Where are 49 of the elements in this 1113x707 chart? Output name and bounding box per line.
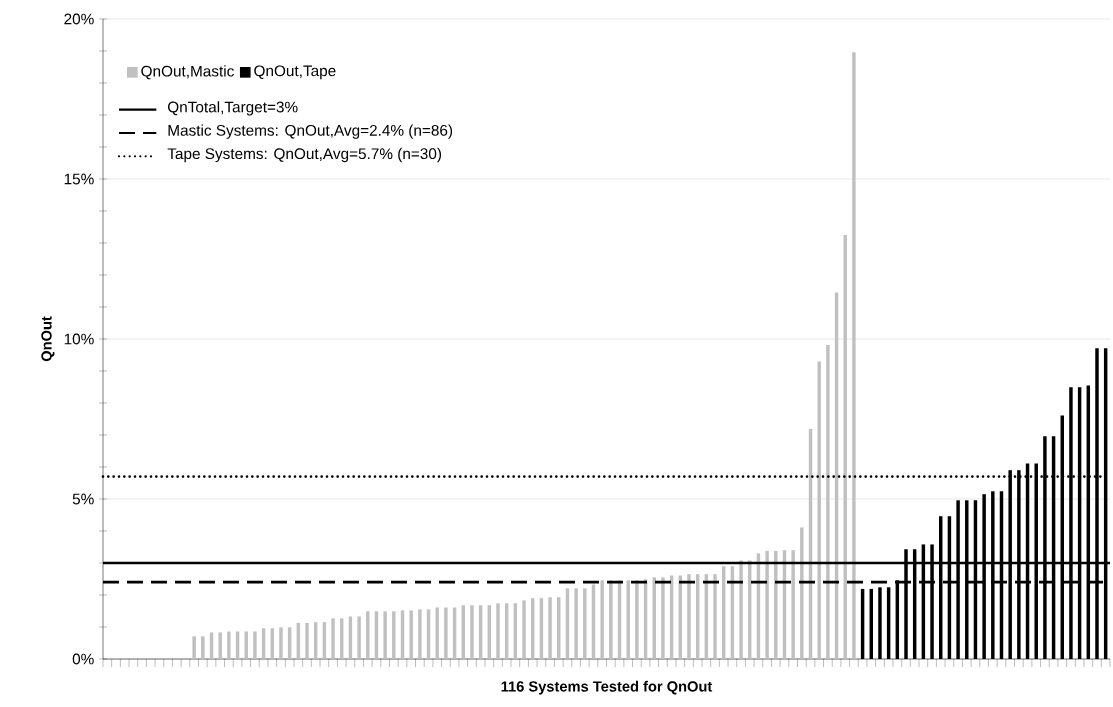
y-tick-label: 0% (72, 653, 94, 665)
bar (409, 610, 413, 659)
bar (852, 52, 856, 659)
bar (583, 588, 587, 659)
legend-label: QnOut,Tape (254, 65, 336, 80)
bar (496, 603, 500, 659)
bar (279, 627, 283, 659)
bar (600, 580, 604, 659)
y-tick-label: 10% (64, 333, 94, 345)
y-axis-title: QnOut (41, 316, 55, 362)
bar (661, 577, 665, 659)
bar (826, 345, 830, 659)
bar (609, 580, 613, 659)
bar (470, 605, 474, 659)
bar (435, 607, 439, 659)
bar (218, 632, 222, 659)
bar (713, 574, 717, 659)
bar (765, 550, 769, 659)
bar (635, 580, 639, 659)
y-tick-label: 15% (64, 173, 94, 185)
bar (800, 527, 804, 659)
bar (253, 631, 257, 659)
bar (366, 611, 370, 659)
bar (791, 550, 795, 659)
bar (574, 588, 578, 659)
x-axis-title: 116 Systems Tested for QnOut (501, 680, 713, 695)
bar (227, 631, 231, 659)
bar (444, 607, 448, 659)
legend-label: QnOut,Mastic (141, 65, 234, 80)
bar (331, 618, 335, 659)
bar (392, 611, 396, 659)
bar (305, 622, 309, 659)
bar (192, 636, 196, 659)
legend-label: Mastic Systems: QnOut,Avg=2.4% (n=86) (168, 124, 453, 139)
bar (383, 611, 387, 659)
bar (357, 616, 361, 659)
legend-label: QnTotal,Target=3% (168, 101, 298, 116)
bar (774, 550, 778, 659)
legend-label: Tape Systems: QnOut,Avg=5.7% (n=30) (167, 147, 442, 163)
bar (201, 636, 205, 659)
bar (522, 600, 526, 659)
bar (626, 580, 630, 659)
bar (548, 597, 552, 659)
bar (687, 574, 691, 659)
bar (739, 560, 743, 659)
bar (817, 361, 821, 659)
bar (418, 609, 422, 659)
y-tick-label: 20% (64, 13, 94, 25)
y-tick-label: 5% (72, 493, 94, 505)
